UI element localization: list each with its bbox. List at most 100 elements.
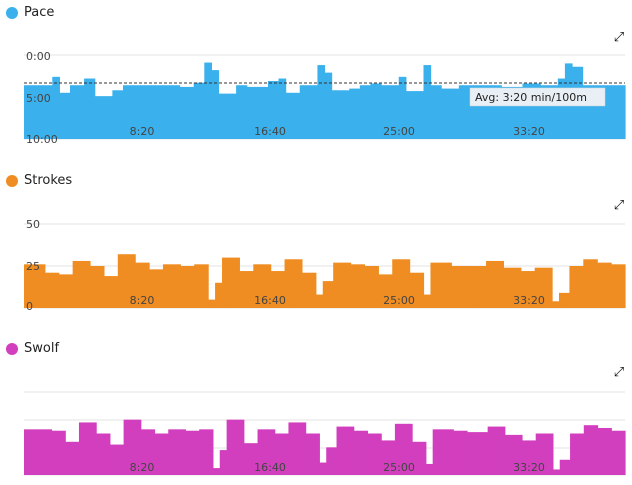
bar bbox=[202, 429, 207, 475]
pace-title: Pace bbox=[24, 5, 55, 20]
bar bbox=[462, 85, 467, 139]
x-tick-label: 8:20 bbox=[130, 294, 155, 307]
expand-icon[interactable]: ⤢ bbox=[613, 30, 625, 45]
bar bbox=[446, 429, 451, 475]
bar bbox=[277, 271, 282, 308]
bar bbox=[497, 85, 502, 139]
bar bbox=[223, 450, 228, 475]
bar bbox=[366, 85, 372, 139]
bar bbox=[611, 264, 616, 308]
bar bbox=[416, 272, 421, 308]
bar bbox=[209, 429, 214, 475]
bar bbox=[285, 92, 290, 139]
bar bbox=[360, 430, 365, 475]
bar bbox=[83, 260, 88, 308]
bar bbox=[218, 93, 223, 139]
bar bbox=[176, 264, 181, 308]
bar bbox=[419, 91, 425, 139]
bar bbox=[313, 85, 319, 139]
bar bbox=[494, 426, 499, 475]
bar bbox=[535, 433, 540, 475]
bar bbox=[360, 264, 366, 308]
bar bbox=[309, 433, 314, 475]
bar bbox=[490, 85, 495, 139]
bar bbox=[30, 264, 36, 308]
bar bbox=[508, 434, 513, 475]
pace-chart: 0:00 5:00 10:00 8:20 16:40 25:00 33:20 Avg: 3:2… bbox=[24, 50, 626, 146]
bar bbox=[515, 434, 520, 475]
bar bbox=[52, 76, 57, 139]
bar bbox=[175, 429, 180, 475]
bar bbox=[469, 85, 474, 139]
bar bbox=[183, 266, 188, 308]
bar bbox=[127, 419, 132, 475]
bar bbox=[291, 259, 296, 308]
bar bbox=[373, 83, 379, 139]
bar bbox=[61, 430, 66, 475]
bar bbox=[444, 88, 449, 139]
bar bbox=[75, 441, 80, 475]
swolf-panel: Swolf ⤢ 8:20 16:40 25:00 33:20 bbox=[0, 336, 632, 485]
bar bbox=[282, 78, 287, 139]
bar bbox=[180, 266, 185, 308]
bar bbox=[345, 90, 350, 139]
bar bbox=[216, 468, 221, 475]
bar bbox=[401, 423, 406, 475]
bar bbox=[142, 262, 147, 308]
bar bbox=[491, 426, 496, 475]
bar bbox=[305, 272, 310, 308]
bar bbox=[384, 440, 389, 475]
bar bbox=[274, 271, 279, 308]
bar bbox=[473, 432, 478, 475]
bar bbox=[86, 260, 91, 308]
bar bbox=[260, 86, 265, 139]
y-tick-label: 25 bbox=[26, 260, 40, 273]
average-label-box bbox=[469, 87, 606, 107]
pace-panel: Pace ⤢ 0:00 5:00 10:00 8:20 16:40 25:00 33:20 A… bbox=[0, 0, 632, 160]
bar bbox=[185, 430, 190, 475]
bar bbox=[256, 264, 261, 308]
bar bbox=[333, 262, 338, 308]
bar bbox=[159, 269, 164, 308]
bar bbox=[391, 440, 396, 475]
expand-icon[interactable]: ⤢ bbox=[613, 198, 625, 213]
bar bbox=[281, 433, 286, 475]
bar bbox=[477, 432, 482, 475]
bar bbox=[458, 266, 463, 308]
bar bbox=[85, 422, 90, 475]
bar bbox=[377, 433, 382, 475]
bar bbox=[370, 83, 375, 139]
bar bbox=[594, 425, 599, 475]
bar bbox=[271, 81, 276, 139]
bar bbox=[291, 422, 296, 475]
bar bbox=[461, 266, 466, 308]
bar bbox=[600, 85, 605, 139]
bar bbox=[548, 267, 553, 308]
bar bbox=[600, 262, 605, 308]
bar bbox=[439, 429, 444, 475]
bar bbox=[515, 86, 520, 139]
bar bbox=[157, 433, 162, 475]
bar bbox=[151, 429, 156, 475]
expand-icon[interactable]: ⤢ bbox=[613, 365, 625, 380]
bar bbox=[590, 259, 595, 308]
bar bbox=[278, 78, 283, 139]
bar bbox=[260, 429, 265, 475]
bar bbox=[144, 429, 149, 475]
bar bbox=[570, 433, 575, 475]
bar bbox=[27, 85, 32, 139]
bar bbox=[301, 272, 306, 308]
bar bbox=[346, 426, 351, 475]
bar bbox=[197, 82, 202, 139]
bar bbox=[250, 443, 255, 475]
bar bbox=[298, 422, 303, 475]
swolf-legend: Swolf bbox=[6, 341, 59, 356]
bar bbox=[140, 429, 145, 475]
bar bbox=[487, 426, 492, 475]
bar bbox=[121, 254, 126, 308]
bar bbox=[288, 259, 293, 308]
bar bbox=[559, 459, 564, 475]
bar bbox=[554, 85, 559, 139]
x-tick-label: 16:40 bbox=[254, 461, 286, 474]
bar bbox=[284, 259, 289, 308]
